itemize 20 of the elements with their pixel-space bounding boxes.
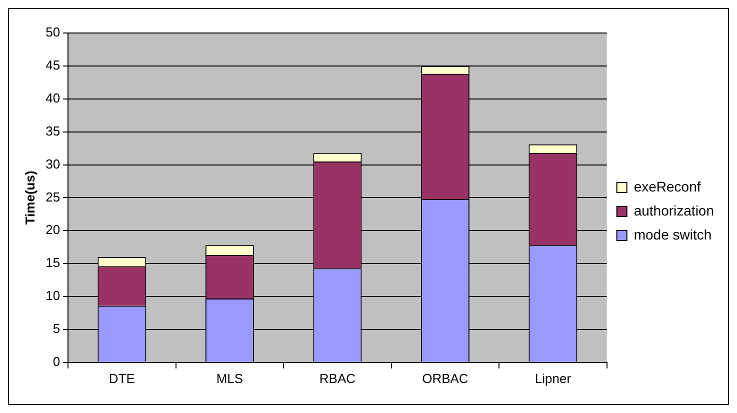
y-tick-label: 25: [46, 189, 60, 204]
y-tick-label: 35: [46, 123, 60, 138]
legend-label: mode switch: [634, 226, 712, 242]
x-tick-label: DTE: [108, 370, 136, 386]
legend-label: exeReconf: [634, 178, 701, 194]
y-tick-label: 20: [46, 222, 60, 238]
y-axis-title: Time(us): [22, 170, 38, 225]
y-tick-label: 50: [46, 24, 60, 40]
x-tick-label: Lipner: [534, 370, 572, 386]
y-tick-label: 5: [52, 321, 60, 336]
legend-label: authorization: [634, 202, 714, 218]
x-tick-label: MLS: [216, 370, 244, 386]
y-tick-label: 30: [46, 156, 60, 172]
x-tick-label: ORBAC: [422, 370, 468, 386]
y-tick-label: 10: [46, 288, 60, 304]
x-tick-label: RBAC: [319, 370, 356, 386]
y-tick-label: 15: [46, 255, 60, 270]
y-tick-label: 0: [52, 354, 60, 369]
y-tick-label: 45: [46, 58, 60, 73]
y-tick-label: 40: [46, 90, 60, 106]
